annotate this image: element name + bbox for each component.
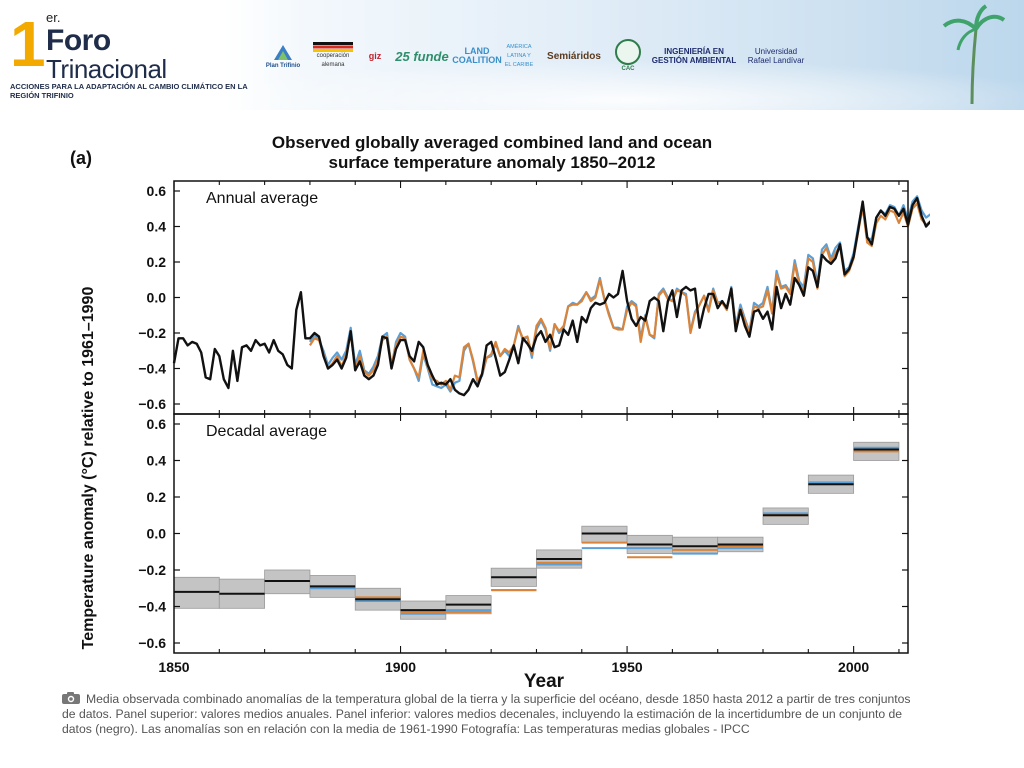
event-logo: 1 er. Foro Trinacional ACCIONES PARA LA … [8,8,247,100]
event-number: 1 [10,8,46,80]
chart-title-line2: surface temperature anomaly 1850–2012 [329,153,656,172]
partner-logos: Plan Trifinio cooperación alemana giz 25… [265,34,806,78]
chart-title-line1: Observed globally averaged combined land… [272,133,712,152]
x-tick-label: 1850 [158,659,189,675]
annual-series-blue [308,195,930,393]
caption-text: Media observada combinado anomalías de l… [62,692,911,736]
y-axis-label: Temperature anomaly (°C) relative to 196… [80,287,97,650]
y-tick-label: 0.6 [147,183,167,199]
giz-logo: giz [368,50,382,61]
event-title-line1: Foro [46,24,111,57]
funde-logo: 25 funde [395,48,449,64]
y-tick-label: 0.4 [147,453,167,469]
y-tick-label: 0.2 [147,489,167,505]
y-tick-label: −0.4 [138,361,166,377]
cac-emblem-icon [615,38,641,65]
plan-trifinio-logo: Plan Trifinio [265,36,301,76]
x-tick-label: 1900 [385,659,416,675]
camera-icon [62,692,80,704]
figure-caption: Media observada combinado anomalías de l… [62,692,922,737]
y-tick-label: 0.0 [147,290,167,306]
palm-tree-icon [942,4,1006,104]
y-tick-label: −0.2 [138,562,166,578]
semiaridos-logo: Semiáridos [547,50,601,62]
y-tick-label: −0.6 [138,635,166,651]
x-tick-label: 2000 [838,659,869,675]
y-tick-label: 0.2 [147,254,167,270]
y-tick-label: 0.6 [147,416,167,432]
land-coalition-region-logo: AMÉRICA LATINA Y EL CARIBE [504,43,534,68]
land-coalition-logo: LAND COALITION [452,46,502,65]
y-tick-label: −0.2 [138,325,166,341]
panel-tag: (a) [70,148,92,168]
panel-label-1: Decadal average [206,423,327,440]
chart-canvas: (a) Observed globally averaged combined … [70,133,930,692]
temperature-anomaly-chart: (a) Observed globally averaged combined … [60,124,930,694]
ingenieria-gestion-ambiental-logo: INGENIERÍA EN GESTIÓN AMBIENTAL [651,47,737,65]
y-tick-label: −0.4 [138,599,166,615]
panel-label-0: Annual average [206,190,318,207]
annual-series-orange [308,202,930,391]
panel-frame-1 [173,413,909,654]
cooperacion-alemana-logo: cooperación alemana [310,36,356,76]
annual-series-black [172,196,930,397]
y-tick-label: −0.6 [138,396,166,412]
y-tick-label: 0.4 [147,219,167,235]
panel-frame-0 [173,180,909,415]
event-subtitle: ACCIONES PARA LA ADAPTACIÓN AL CAMBIO CL… [10,82,248,100]
x-tick-label: 1950 [612,659,643,675]
x-axis-label: Year [524,671,565,692]
cac-logo: CAC [614,36,642,76]
event-title-line2: Trinacional [46,54,167,84]
header-banner: 1 er. Foro Trinacional ACCIONES PARA LA … [0,0,1024,110]
y-tick-label: 0.0 [147,526,167,542]
universidad-rafael-landivar-logo: Universidad Rafael Landívar [747,47,805,65]
event-superscript: er. [46,10,61,25]
